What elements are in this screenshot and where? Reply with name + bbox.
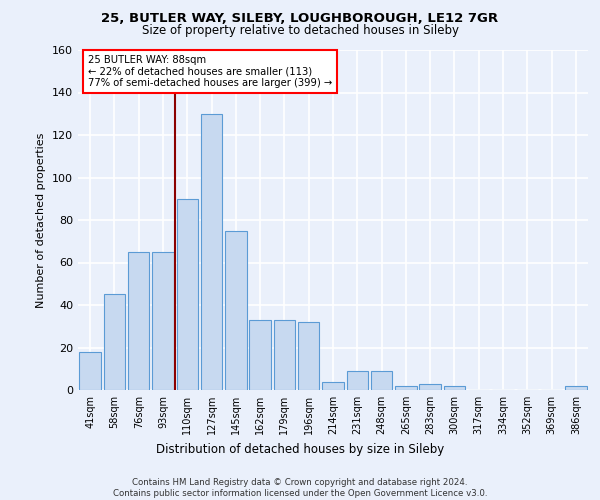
Bar <box>152 252 173 390</box>
Bar <box>298 322 319 390</box>
Bar <box>371 371 392 390</box>
Text: 25, BUTLER WAY, SILEBY, LOUGHBOROUGH, LE12 7GR: 25, BUTLER WAY, SILEBY, LOUGHBOROUGH, LE… <box>101 12 499 26</box>
Bar <box>104 294 125 390</box>
Bar <box>395 386 416 390</box>
Y-axis label: Number of detached properties: Number of detached properties <box>37 132 46 308</box>
Bar <box>444 386 465 390</box>
Bar <box>201 114 222 390</box>
Text: Size of property relative to detached houses in Sileby: Size of property relative to detached ho… <box>142 24 458 37</box>
Text: Distribution of detached houses by size in Sileby: Distribution of detached houses by size … <box>156 442 444 456</box>
Bar <box>250 320 271 390</box>
Bar <box>419 384 441 390</box>
Bar <box>176 198 198 390</box>
Bar <box>225 230 247 390</box>
Bar <box>322 382 344 390</box>
Text: 25 BUTLER WAY: 88sqm
← 22% of detached houses are smaller (113)
77% of semi-deta: 25 BUTLER WAY: 88sqm ← 22% of detached h… <box>88 55 332 88</box>
Text: Contains HM Land Registry data © Crown copyright and database right 2024.
Contai: Contains HM Land Registry data © Crown c… <box>113 478 487 498</box>
Bar <box>128 252 149 390</box>
Bar <box>274 320 295 390</box>
Bar <box>347 371 368 390</box>
Bar <box>565 386 587 390</box>
Bar <box>79 352 101 390</box>
